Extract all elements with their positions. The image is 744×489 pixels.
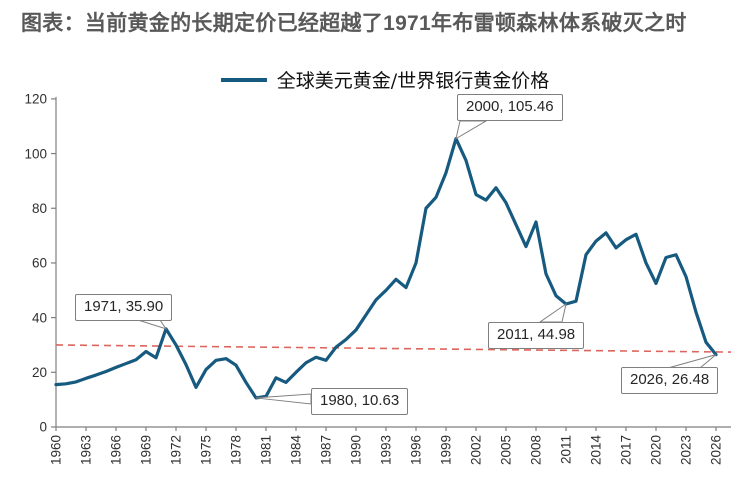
gold-price-line xyxy=(54,137,718,400)
x-tick-label: 1987 xyxy=(319,435,334,465)
y-tick-label: 0 xyxy=(39,420,47,435)
x-tick-label: 2020 xyxy=(649,435,664,465)
callout-1971: 1971, 35.90 xyxy=(75,294,173,321)
x-tick-label: 1972 xyxy=(169,435,184,465)
callout-pointer xyxy=(538,302,567,323)
legend-keyline-icon xyxy=(220,77,267,82)
x-tick-label: 1963 xyxy=(79,435,94,465)
y-tick-label: 20 xyxy=(32,365,47,380)
callout-pointer xyxy=(667,354,717,369)
x-tick-label: 2005 xyxy=(499,435,514,465)
x-tick-label: 2017 xyxy=(619,435,634,465)
callout-pointer xyxy=(137,319,168,330)
x-tick-label: 2002 xyxy=(469,435,484,465)
x-axis-ticks: 1960 1963 1966 1969 1972 1975 1978 1981 1984 1987… xyxy=(49,427,724,465)
trend-dashed-line xyxy=(55,344,732,353)
y-tick-label: 40 xyxy=(32,310,47,325)
legend-label: 全球美元黄金/世界银行黄金价格 xyxy=(276,70,550,92)
x-tick-label: 1978 xyxy=(229,435,244,465)
y-tick-label: 100 xyxy=(24,146,47,161)
x-tick-label: 2014 xyxy=(589,435,604,466)
x-tick-label: 1960 xyxy=(49,435,64,465)
callout-pointer xyxy=(455,120,488,140)
callout-2000: 2000, 105.46 xyxy=(457,94,563,121)
callout-2026: 2026, 26.48 xyxy=(621,367,719,394)
x-tick-label: 1966 xyxy=(109,435,124,465)
y-axis-ticks: 0 20 40 60 80 100 120 xyxy=(24,92,56,435)
y-tick-label: 80 xyxy=(32,201,47,216)
legend: 全球美元黄金/世界银行黄金价格 xyxy=(26,66,744,93)
x-tick-label: 1975 xyxy=(199,435,214,465)
x-tick-label: 1969 xyxy=(139,435,154,465)
y-tick-label: 60 xyxy=(32,256,47,271)
chart-title: 图表：当前黄金的长期定价已经超越了1971年布雷顿森林体系破灭之时 xyxy=(21,12,687,35)
x-tick-label: 1981 xyxy=(259,435,274,465)
callout-2011: 2011, 44.98 xyxy=(488,322,585,349)
x-tick-label: 2023 xyxy=(679,435,694,465)
x-tick-label: 2008 xyxy=(529,435,544,465)
y-tick-label: 120 xyxy=(24,92,47,107)
x-tick-label: 1999 xyxy=(439,435,454,465)
x-tick-label: 1996 xyxy=(409,435,424,465)
x-tick-label: 1990 xyxy=(349,435,364,465)
x-tick-label: 2026 xyxy=(709,435,724,465)
callout-1980: 1980, 10.63 xyxy=(311,388,409,415)
x-tick-label: 1993 xyxy=(379,435,394,465)
x-tick-label: 1984 xyxy=(289,435,304,466)
x-tick-label: 2011 xyxy=(559,435,574,464)
